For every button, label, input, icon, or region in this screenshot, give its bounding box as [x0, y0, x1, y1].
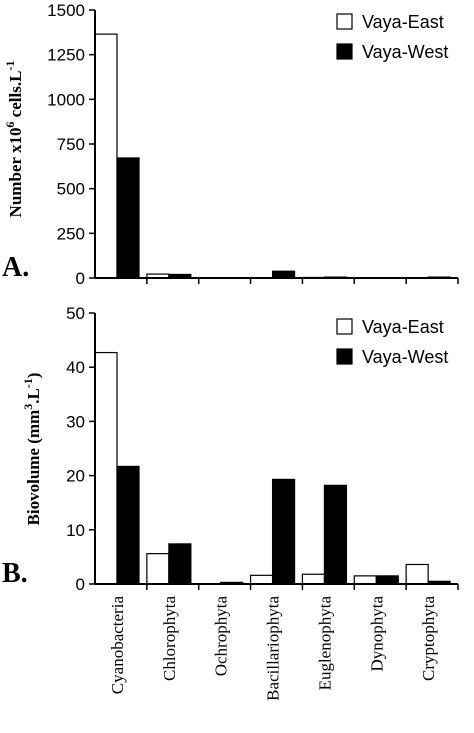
panel-a-bar-vaya-west-cyanobacteria — [116, 157, 140, 279]
panel-b-axes — [94, 313, 459, 590]
panel-a-bars — [94, 33, 451, 279]
panel-b-bar-vaya-east-cyanobacteria — [94, 351, 118, 585]
panel-a-legend-label: Vaya-West — [362, 42, 448, 62]
panel-b-bar-vaya-east-dynophyta — [353, 575, 377, 585]
panel-b-bar-vaya-west-dynophyta — [375, 575, 399, 585]
panel-b-y-tick-label: 20 — [66, 467, 85, 486]
category-labels: Cyanobacteria Chlorophyta Ochrophyta Bacill… — [108, 596, 438, 701]
panel-b-legend-label: Vaya-East — [362, 317, 444, 337]
panel-a-y-tick-label: 0 — [76, 269, 85, 288]
panel-a-legend: Vaya-East Vaya-West — [336, 12, 448, 62]
panel-a-y-tick-label: 1500 — [47, 1, 85, 20]
panel-a-bar-vaya-west-bacillariophyta — [271, 270, 296, 279]
panel-a-y-axis-label: Number x106 cells.L-1 — [3, 61, 25, 218]
panel-a-axes — [94, 10, 459, 284]
panel-b-legend-swatch — [336, 348, 353, 365]
panel-a-legend-swatch — [336, 43, 353, 60]
category-label: Cyanobacteria — [108, 596, 127, 695]
panel-b-bar-vaya-east-chlorophyta — [146, 553, 170, 585]
panel-b-bar-vaya-east-cryptophyta — [405, 563, 429, 585]
panel-b-bar-vaya-east-euglenophyta — [301, 573, 326, 585]
panel-b-y-tick-label: 50 — [66, 304, 85, 323]
panel-a-letter: A. — [2, 252, 29, 283]
category-label: Dynophyta — [367, 596, 386, 672]
panel-b-bar-vaya-west-euglenophyta — [323, 484, 348, 585]
panel-b-legend-swatch — [336, 318, 353, 335]
panel-a-y-tick-label: 250 — [57, 224, 85, 243]
category-label: Ochrophyta — [212, 596, 231, 677]
panel-b-bar-vaya-west-bacillariophyta — [271, 478, 296, 585]
panel-a-chart: Number x106 cells.L-1 A. 0 250 500 750 1000 1… — [2, 1, 459, 288]
panel-a-y-tick-label: 750 — [57, 135, 85, 154]
category-label: Bacillariophyta — [264, 596, 283, 701]
panel-b-chart: Biovolume (mm3.L-1) B. 0 10 20 30 40 50 Vaya-… — [2, 304, 459, 701]
category-label: Chlorophyta — [160, 596, 179, 681]
panel-a-y-tick-label: 500 — [57, 180, 85, 199]
panel-b-y-axis-label: Biovolume (mm3.L-1) — [21, 373, 43, 526]
category-label: Cryptophyta — [419, 596, 438, 681]
panel-a-y-ticks: 0 250 500 750 1000 1250 1500 — [47, 1, 95, 288]
panel-b-y-tick-label: 10 — [66, 521, 85, 540]
panel-b-y-tick-label: 0 — [76, 575, 85, 594]
panel-a-legend-swatch — [336, 13, 353, 30]
panel-b-bar-vaya-east-bacillariophyta — [249, 574, 274, 585]
panel-b-y-tick-label: 30 — [66, 412, 85, 431]
category-label: Euglenophyta — [315, 596, 334, 691]
panel-b-letter: B. — [2, 558, 28, 589]
panel-a-bar-vaya-east-cyanobacteria — [94, 33, 118, 279]
panel-a-y-tick-label: 1000 — [47, 90, 85, 109]
panel-b-bars — [94, 351, 451, 585]
panel-b-legend: Vaya-East Vaya-West — [336, 317, 448, 367]
panel-b-y-ticks: 0 10 20 30 40 50 — [66, 304, 95, 594]
panel-a-legend-label: Vaya-East — [362, 12, 444, 32]
panel-b-bar-vaya-west-cyanobacteria — [116, 465, 140, 585]
panel-b-bar-vaya-west-chlorophyta — [168, 543, 192, 585]
panel-b-y-tick-label: 40 — [66, 358, 85, 377]
panel-b-legend-label: Vaya-West — [362, 347, 448, 367]
panel-a-y-tick-label: 1250 — [47, 46, 85, 65]
